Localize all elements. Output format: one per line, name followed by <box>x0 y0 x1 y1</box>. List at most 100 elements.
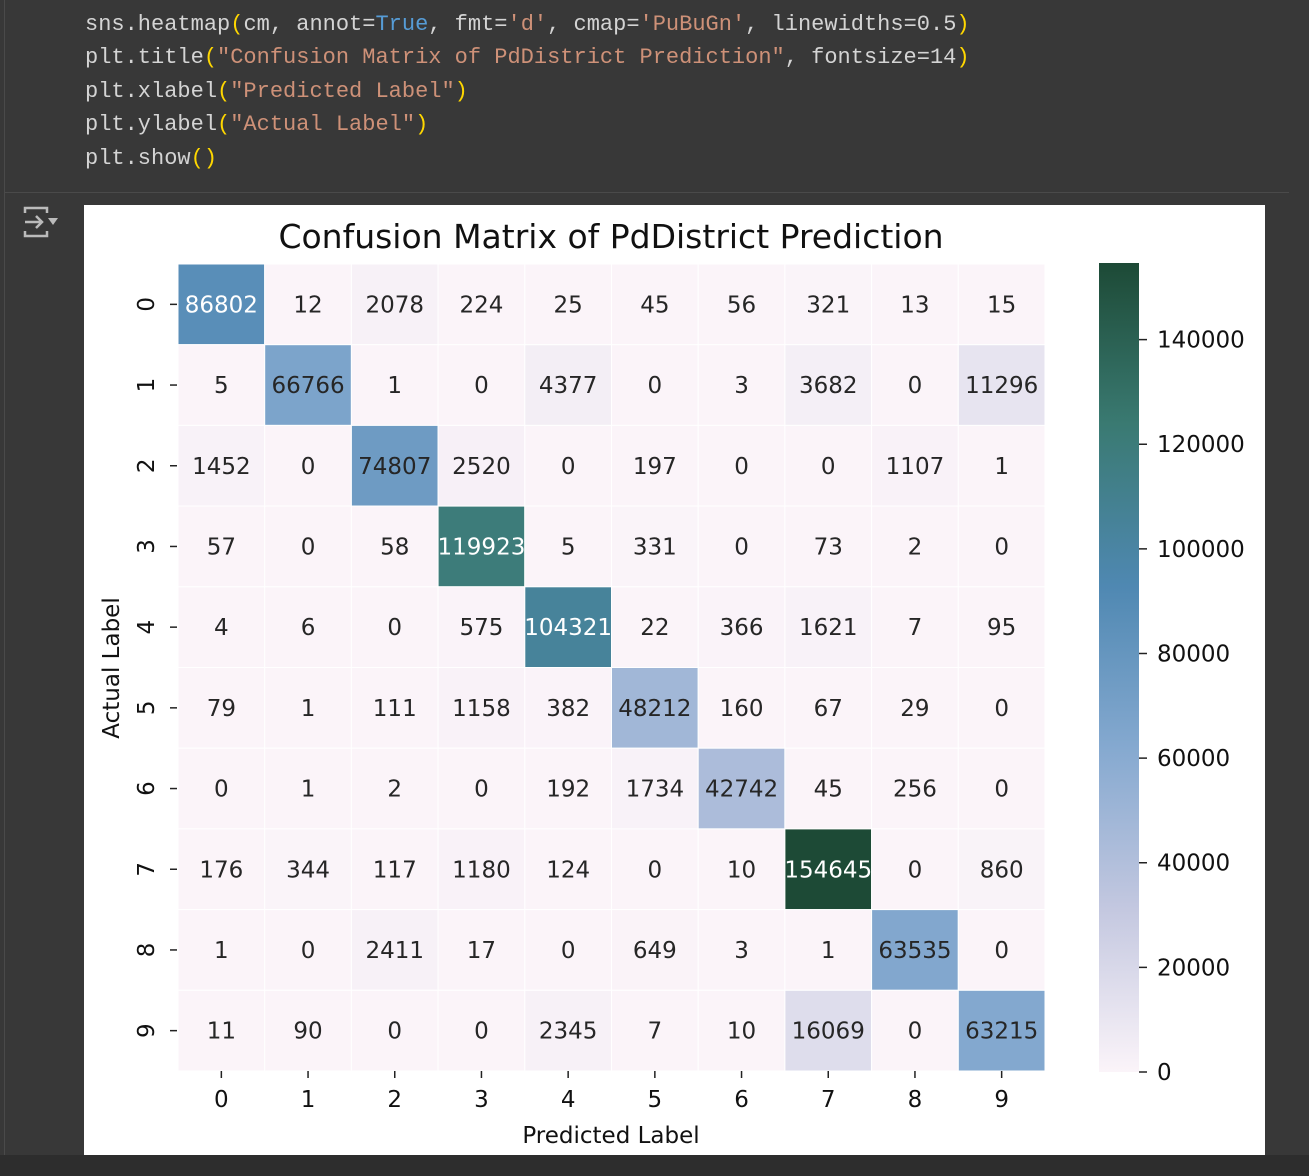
y-tick-label: 4 <box>134 620 160 635</box>
cell-annotation: 13 <box>900 292 929 318</box>
heatmap-cell <box>437 909 526 991</box>
heatmap-cell <box>524 505 612 588</box>
x-tick-label: 9 <box>994 1087 1009 1113</box>
x-tick-label: 1 <box>301 1087 316 1113</box>
heatmap-cell <box>611 909 699 991</box>
cell-annotation: 0 <box>387 1019 402 1045</box>
heatmap-cell <box>264 424 352 507</box>
heatmap-cell <box>697 667 786 749</box>
cell-annotation: 1452 <box>192 454 251 480</box>
cell-annotation: 160 <box>720 696 764 722</box>
cell-annotation: 0 <box>821 454 836 480</box>
heatmap-cell <box>350 344 439 426</box>
cell-annotation: 22 <box>640 615 669 641</box>
cell-annotation: 0 <box>994 534 1009 560</box>
heatmap-cell <box>611 989 699 1072</box>
heatmap-cell <box>264 344 352 426</box>
cell-annotation: 0 <box>994 696 1009 722</box>
heatmap-cell <box>350 909 439 991</box>
cell-annotation: 3 <box>734 373 749 399</box>
cell-annotation: 119923 <box>438 534 526 560</box>
cell-annotation: 67 <box>814 696 843 722</box>
heatmap-cell <box>784 344 873 426</box>
y-tick-label: 7 <box>134 862 160 877</box>
code-line: plt.xlabel("Predicted Label") <box>85 75 970 108</box>
code-token: ) <box>454 78 468 104</box>
cell-annotation: 1158 <box>452 696 511 722</box>
code-cell[interactable]: sns.heatmap(cm, annot=True, fmt='d', cma… <box>85 8 970 175</box>
cell-annotation: 1 <box>821 938 836 964</box>
cell-annotation: 25 <box>554 292 583 318</box>
cell-annotation: 12 <box>293 292 322 318</box>
y-tick-label: 9 <box>134 1023 160 1038</box>
x-tick-label: 3 <box>474 1087 489 1113</box>
cell-annotation: 3682 <box>799 373 858 399</box>
colorbar-tick-label: 20000 <box>1157 955 1230 981</box>
heatmap-cell <box>264 828 352 911</box>
code-token: ( <box>230 12 244 37</box>
code-line: plt.ylabel("Actual Label") <box>85 108 970 141</box>
code-token: , cmap= <box>547 12 640 37</box>
code-token: "Confusion Matrix of PdDistrict Predicti… <box>217 45 785 71</box>
cell-divider <box>5 192 1289 193</box>
heatmap-cell <box>437 989 526 1072</box>
heatmap-cell <box>611 344 699 426</box>
cell-annotation: 1621 <box>799 615 858 641</box>
y-tick-label: 8 <box>134 943 160 958</box>
code-token: ( <box>217 78 231 104</box>
heatmap-cell <box>957 828 1046 911</box>
cell-annotation: 1 <box>994 454 1009 480</box>
code-token: , fontsize=14 <box>784 45 957 71</box>
heatmap-cell <box>957 909 1046 991</box>
cell-annotation: 0 <box>994 938 1009 964</box>
code-token: plt.ylabel <box>85 112 218 138</box>
cell-annotation: 0 <box>908 857 923 883</box>
cell-annotation: 63535 <box>878 938 951 964</box>
heatmap-cell <box>264 909 352 991</box>
output-collapse-icon[interactable] <box>22 205 60 239</box>
cell-annotation: 1734 <box>626 777 685 803</box>
heatmap-cell <box>524 909 612 991</box>
code-token: 'PuBuGn' <box>639 12 746 37</box>
cell-annotation: 2 <box>908 534 923 560</box>
cell-annotation: 1 <box>301 696 316 722</box>
heatmap-cell <box>524 263 612 346</box>
cell-annotation: 192 <box>546 777 590 803</box>
y-tick-label: 3 <box>134 539 160 554</box>
heatmap-cell <box>611 828 699 911</box>
code-line: plt.title("Confusion Matrix of PdDistric… <box>85 41 970 74</box>
heatmap-cell <box>177 667 266 749</box>
cell-annotation: 15 <box>987 292 1016 318</box>
heatmap-cell <box>611 667 699 749</box>
colorbar-tick-label: 0 <box>1157 1060 1172 1086</box>
cell-annotation: 0 <box>301 938 316 964</box>
cell-annotation: 48212 <box>618 696 691 722</box>
heatmap-cell <box>177 424 266 507</box>
heatmap-cell <box>784 505 873 588</box>
heatmap-cell <box>697 586 786 668</box>
code-token: "Predicted Label" <box>230 78 455 104</box>
cell-annotation: 0 <box>648 857 663 883</box>
colorbar-tick-label: 80000 <box>1157 641 1230 667</box>
cell-annotation: 331 <box>633 534 677 560</box>
cell-annotation: 5 <box>561 534 576 560</box>
cell-annotation: 224 <box>459 292 503 318</box>
heatmap-cell <box>871 586 959 668</box>
cell-annotation: 10 <box>727 1019 756 1045</box>
cell-annotation: 11296 <box>965 373 1038 399</box>
cell-annotation: 74807 <box>358 454 431 480</box>
heatmap-cell <box>871 828 959 911</box>
heatmap-cell <box>611 263 699 346</box>
cell-annotation: 117 <box>373 857 417 883</box>
cell-annotation: 2520 <box>452 454 511 480</box>
heatmap-cell <box>784 263 873 346</box>
colorbar-tick-label: 140000 <box>1157 328 1245 354</box>
x-tick-label: 8 <box>908 1087 923 1113</box>
cell-annotation: 1180 <box>452 857 511 883</box>
heatmap-cell <box>524 424 612 507</box>
cell-annotation: 16069 <box>792 1019 865 1045</box>
code-token: , linewidths=0.5 <box>745 12 957 37</box>
y-tick-label: 6 <box>134 781 160 796</box>
heatmap-cell <box>177 263 266 346</box>
chart-title: Confusion Matrix of PdDistrict Predictio… <box>278 217 943 256</box>
